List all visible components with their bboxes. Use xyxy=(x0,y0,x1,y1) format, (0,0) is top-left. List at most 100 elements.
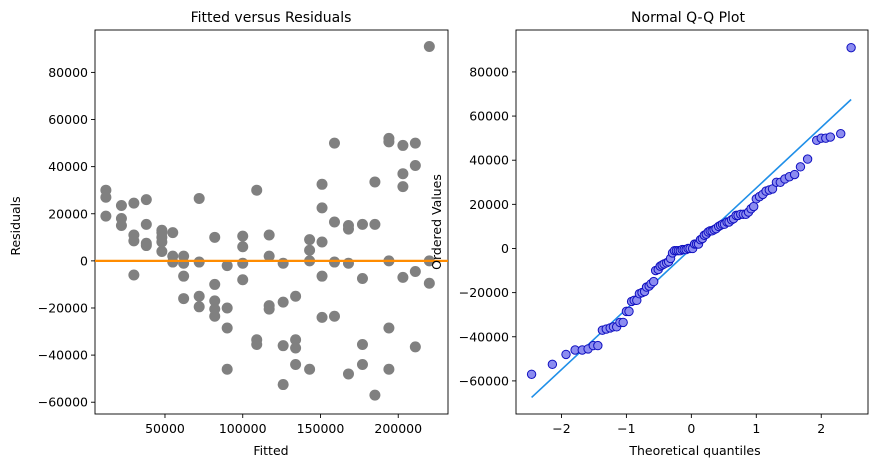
residual-point xyxy=(383,322,395,334)
residual-point xyxy=(316,202,328,214)
residual-point xyxy=(290,359,302,371)
y-tick-label: 60000 xyxy=(469,109,509,124)
qq-point xyxy=(624,306,634,317)
residual-point xyxy=(304,234,316,246)
residual-point xyxy=(277,296,289,308)
residual-point xyxy=(383,363,395,375)
qq-point xyxy=(561,349,571,360)
residual-point xyxy=(290,342,302,354)
residual-point xyxy=(290,334,302,346)
residual-point xyxy=(397,168,409,180)
residual-point xyxy=(193,290,205,302)
residual-point xyxy=(277,257,289,269)
residual-point xyxy=(221,260,233,272)
y-tick-label: −20000 xyxy=(38,300,88,315)
residual-point xyxy=(356,339,368,351)
residual-point xyxy=(221,302,233,314)
residual-point xyxy=(128,235,140,247)
qq-point xyxy=(526,369,537,379)
residual-point xyxy=(263,303,275,315)
residual-point xyxy=(237,274,249,286)
x-tick-label: −2 xyxy=(552,421,570,436)
residual-point xyxy=(342,368,354,380)
residual-point xyxy=(100,191,112,203)
residual-point xyxy=(221,322,233,334)
residual-point xyxy=(409,137,421,149)
qq-point xyxy=(846,42,856,53)
residual-point xyxy=(328,137,340,149)
residual-point xyxy=(156,236,168,248)
residual-point xyxy=(140,218,152,230)
residual-point xyxy=(328,256,340,268)
residual-point xyxy=(316,178,328,190)
x-tick-label: 2 xyxy=(817,421,825,436)
y-tick-label: 20000 xyxy=(48,206,88,221)
residual-point xyxy=(383,136,395,148)
chart-title: Normal Q-Q Plot xyxy=(631,10,745,26)
y-tick-label: 40000 xyxy=(469,153,509,168)
residual-point xyxy=(277,379,289,391)
residual-point xyxy=(251,339,263,351)
residual-point xyxy=(263,229,275,241)
y-tick-label: −40000 xyxy=(459,329,509,344)
qq-point xyxy=(825,132,836,142)
fitted-vs-residuals-panel: Fitted versus Residuals Fitted Residuals… xyxy=(8,10,449,458)
y-tick-label: 0 xyxy=(501,241,509,256)
residual-point xyxy=(409,341,421,353)
y-axis-label: Ordered Values xyxy=(429,174,444,270)
residual-point xyxy=(167,256,179,268)
plot-frame xyxy=(515,29,869,415)
residual-point xyxy=(237,230,249,242)
residual-point xyxy=(193,256,205,268)
residual-point xyxy=(423,277,435,289)
residual-point xyxy=(304,363,316,375)
residual-point xyxy=(356,359,368,371)
residual-point xyxy=(209,310,221,322)
x-tick-label: 0 xyxy=(687,421,695,436)
normal-qq-panel: Normal Q-Q Plot Theoretical quantiles Or… xyxy=(429,10,869,458)
x-tick-label: 150000 xyxy=(297,421,345,436)
qq-point xyxy=(748,201,759,212)
y-tick-label: −40000 xyxy=(38,348,88,363)
y-tick-label: −60000 xyxy=(459,373,509,388)
qq-point xyxy=(618,317,628,328)
residual-point xyxy=(140,240,152,252)
residual-point xyxy=(128,197,140,209)
residual-point xyxy=(356,273,368,285)
residual-point xyxy=(397,139,409,151)
residual-point xyxy=(100,210,112,222)
residual-point xyxy=(316,311,328,323)
residual-point xyxy=(156,245,168,257)
residual-point xyxy=(115,220,127,232)
y-tick-label: 60000 xyxy=(48,112,88,127)
residual-point xyxy=(397,181,409,193)
residual-point xyxy=(304,244,316,256)
plot-area: 50000 100000 150000 200000−60000−40000−2000… xyxy=(38,29,449,436)
qq-point xyxy=(593,340,603,351)
residual-point xyxy=(290,290,302,302)
residual-point xyxy=(328,216,340,228)
residual-point xyxy=(128,269,140,281)
y-tick-label: 40000 xyxy=(48,159,88,174)
residual-point xyxy=(237,241,249,253)
residual-point xyxy=(369,176,381,188)
x-tick-label: 1 xyxy=(752,421,760,436)
plot-area: −2 −1 0 1 2 −60000 −40000 −20000 0 20000 40000 6000… xyxy=(459,29,869,436)
residual-point xyxy=(316,236,328,248)
residual-point xyxy=(209,295,221,307)
residual-point xyxy=(316,270,328,282)
chart-title: Fitted versus Residuals xyxy=(191,10,352,26)
residual-point xyxy=(369,389,381,401)
residual-point xyxy=(369,218,381,230)
qq-point xyxy=(648,276,659,287)
residual-point xyxy=(193,301,205,313)
residual-point xyxy=(423,40,435,52)
qq-point xyxy=(789,169,800,180)
residual-point xyxy=(178,270,190,282)
x-axis-label: Fitted xyxy=(253,443,288,458)
residual-point xyxy=(209,278,221,290)
residual-point xyxy=(342,223,354,235)
residual-point xyxy=(397,271,409,283)
residual-point xyxy=(140,194,152,206)
x-axis-label: Theoretical quantiles xyxy=(628,443,760,458)
